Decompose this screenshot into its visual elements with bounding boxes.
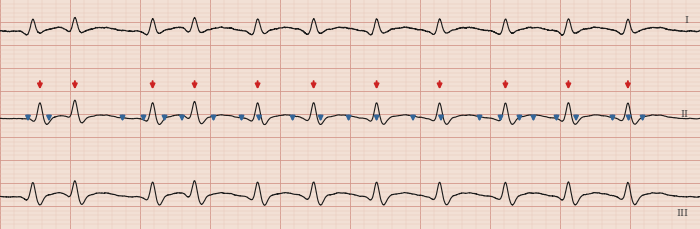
Text: I: I [684, 16, 688, 25]
Text: II: II [680, 110, 688, 119]
Text: III: III [676, 208, 688, 218]
